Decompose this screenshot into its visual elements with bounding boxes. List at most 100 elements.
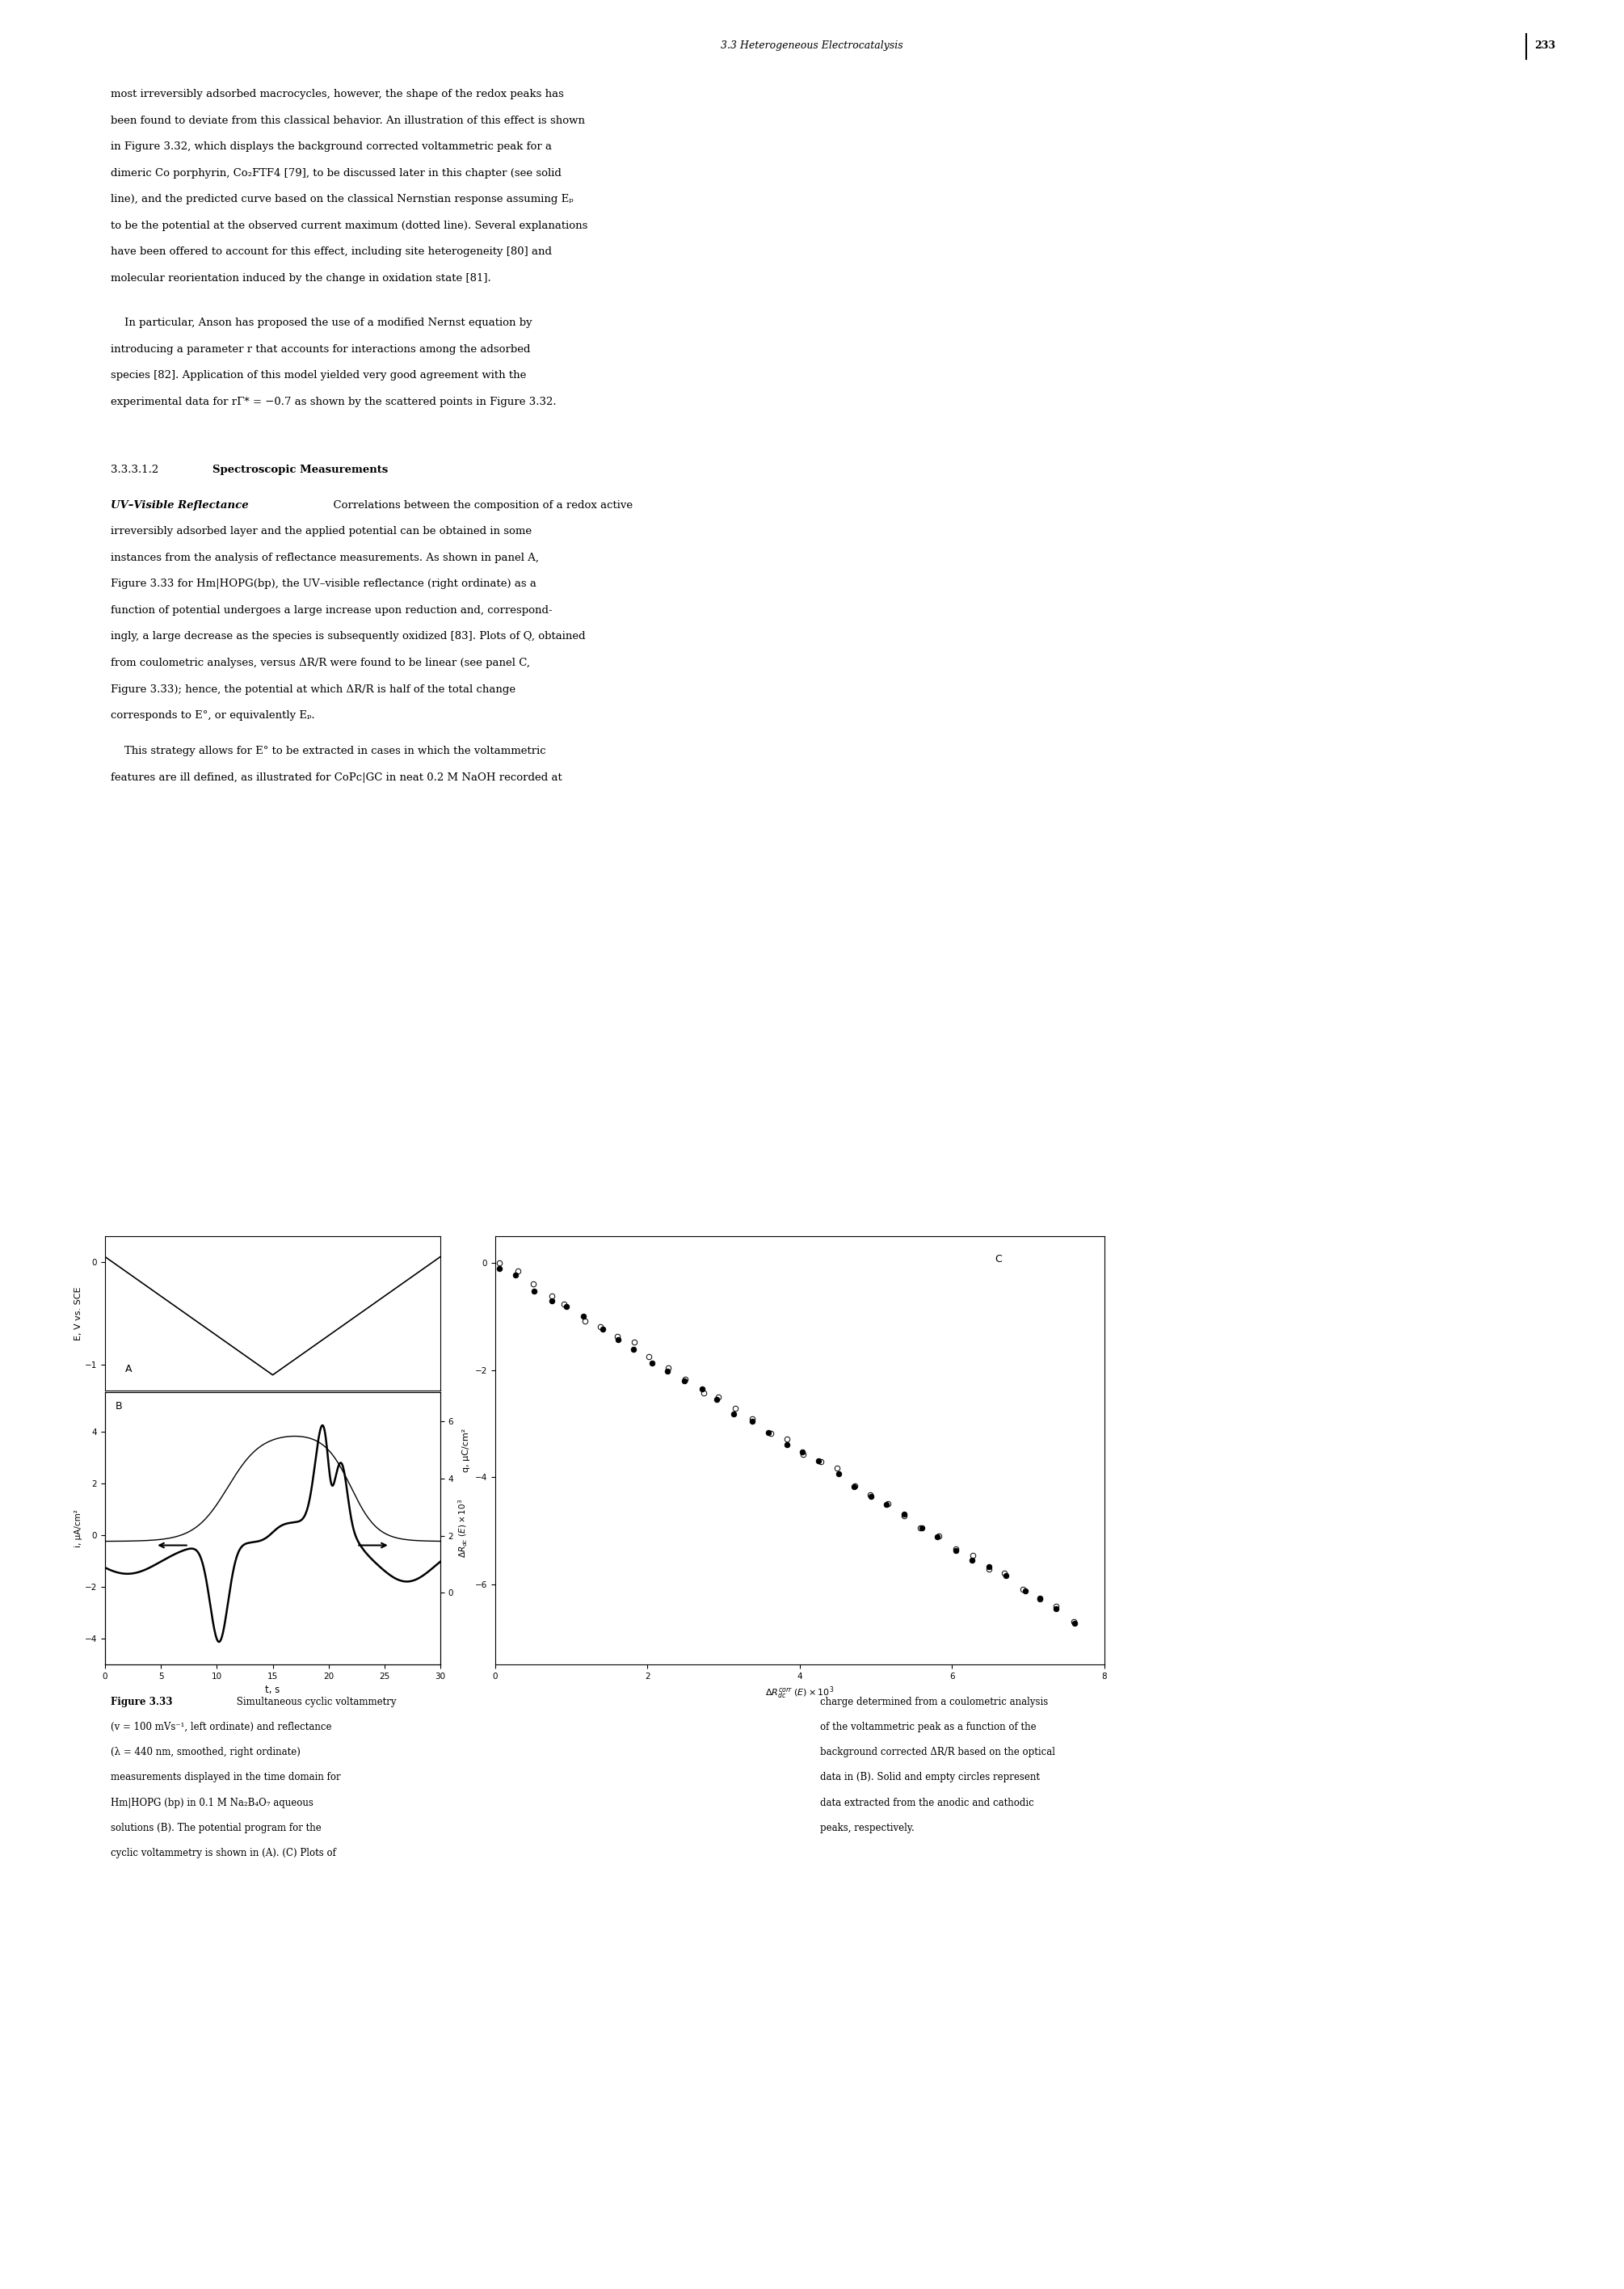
Point	[775, 1426, 801, 1463]
Text: (λ = 440 nm, smoothed, right ordinate): (λ = 440 nm, smoothed, right ordinate)	[110, 1747, 300, 1758]
Point	[874, 1486, 900, 1522]
Point	[487, 1245, 513, 1282]
Point	[775, 1421, 801, 1458]
Text: data extracted from the anodic and cathodic: data extracted from the anodic and catho…	[820, 1797, 1034, 1808]
Point	[1043, 1591, 1069, 1627]
Point	[825, 1449, 851, 1486]
Text: been found to deviate from this classical behavior. An illustration of this effe: been found to deviate from this classica…	[110, 114, 585, 126]
Point	[570, 1298, 596, 1334]
Point	[622, 1323, 648, 1360]
Y-axis label: $\Delta R_{dc}\ (E)\times 10^3$: $\Delta R_{dc}\ (E)\times 10^3$	[456, 1499, 469, 1559]
Text: (v = 100 mVs⁻¹, left ordinate) and reflectance: (v = 100 mVs⁻¹, left ordinate) and refle…	[110, 1721, 331, 1733]
Point	[590, 1312, 615, 1348]
Point	[843, 1467, 869, 1504]
Text: Correlations between the composition of a redox active: Correlations between the composition of …	[326, 499, 633, 510]
Text: peaks, respectively.: peaks, respectively.	[820, 1822, 914, 1833]
Point	[637, 1339, 663, 1376]
Point	[755, 1415, 781, 1451]
Point	[505, 1252, 531, 1289]
Text: 3.3.3.1.2: 3.3.3.1.2	[110, 465, 166, 474]
Point	[1043, 1589, 1069, 1625]
Point	[638, 1344, 664, 1380]
Point	[875, 1486, 901, 1522]
Point	[976, 1547, 1002, 1584]
Text: charge determined from a coulometric analysis: charge determined from a coulometric ana…	[820, 1696, 1047, 1708]
Point	[739, 1403, 765, 1440]
Point	[487, 1250, 513, 1286]
Text: from coulometric analyses, versus ΔR/R were found to be linear (see panel C,: from coulometric analyses, versus ΔR/R w…	[110, 657, 529, 668]
Point	[789, 1433, 815, 1470]
Point	[789, 1435, 815, 1472]
X-axis label: t, s: t, s	[265, 1685, 279, 1696]
Text: C: C	[994, 1254, 1002, 1264]
Point	[909, 1511, 935, 1547]
Point	[721, 1396, 747, 1433]
Point	[992, 1554, 1018, 1591]
Point	[924, 1518, 950, 1554]
Text: Spectroscopic Measurements: Spectroscopic Measurements	[213, 465, 388, 474]
Text: Figure 3.33 for Hm|HOPG(bp), the UV–visible reflectance (right ordinate) as a: Figure 3.33 for Hm|HOPG(bp), the UV–visi…	[110, 579, 536, 588]
Text: species [82]. Application of this model yielded very good agreement with the: species [82]. Application of this model …	[110, 371, 526, 380]
Point	[926, 1518, 952, 1554]
Text: dimeric Co porphyrin, Co₂FTF4 [79], to be discussed later in this chapter (see s: dimeric Co porphyrin, Co₂FTF4 [79], to b…	[110, 167, 562, 179]
Point	[620, 1330, 646, 1367]
Point	[554, 1289, 580, 1325]
Text: features are ill defined, as illustrated for CoPc|GC in neat 0.2 M NaOH recorded: features are ill defined, as illustrated…	[110, 771, 562, 783]
Text: introducing a parameter r that accounts for interactions among the adsorbed: introducing a parameter r that accounts …	[110, 343, 529, 355]
Point	[690, 1373, 716, 1410]
Text: 3.3 Heterogeneous Electrocatalysis: 3.3 Heterogeneous Electrocatalysis	[721, 41, 903, 50]
Point	[539, 1282, 565, 1318]
Point	[703, 1380, 729, 1417]
Point	[758, 1415, 784, 1451]
Text: In particular, Anson has proposed the use of a modified Nernst equation by: In particular, Anson has proposed the us…	[110, 318, 533, 327]
Text: corresponds to E°, or equivalently Eₚ.: corresponds to E°, or equivalently Eₚ.	[110, 710, 315, 721]
Point	[606, 1321, 632, 1357]
Point	[539, 1277, 565, 1314]
Point	[908, 1508, 934, 1545]
Text: UV–Visible Reflectance: UV–Visible Reflectance	[110, 499, 248, 510]
Point	[944, 1531, 970, 1568]
Text: A: A	[125, 1364, 132, 1373]
Text: This strategy allows for E° to be extracted in cases in which the voltammetric: This strategy allows for E° to be extrac…	[110, 746, 546, 755]
Text: Figure 3.33: Figure 3.33	[110, 1696, 172, 1708]
Y-axis label: q, μC/cm²: q, μC/cm²	[463, 1428, 471, 1472]
Point	[827, 1456, 853, 1492]
Point	[503, 1257, 529, 1293]
Point	[572, 1302, 598, 1339]
Point	[689, 1371, 715, 1408]
Point	[551, 1286, 577, 1323]
Point	[857, 1479, 883, 1515]
Point	[520, 1266, 546, 1302]
Point	[944, 1531, 970, 1568]
Point	[521, 1273, 547, 1309]
Point	[739, 1401, 765, 1437]
Point	[723, 1389, 749, 1426]
Text: measurements displayed in the time domain for: measurements displayed in the time domai…	[110, 1772, 341, 1783]
Point	[807, 1444, 833, 1481]
Text: background corrected ΔR/R based on the optical: background corrected ΔR/R based on the o…	[820, 1747, 1056, 1758]
Text: B: B	[115, 1401, 122, 1412]
Text: have been offered to account for this effect, including site heterogeneity [80] : have been offered to account for this ef…	[110, 247, 552, 256]
Point	[604, 1318, 630, 1355]
Text: data in (B). Solid and empty circles represent: data in (B). Solid and empty circles rep…	[820, 1772, 1039, 1783]
Point	[1010, 1570, 1036, 1607]
Point	[892, 1497, 918, 1534]
Point	[672, 1362, 698, 1399]
Point	[1026, 1579, 1052, 1616]
Point	[960, 1538, 986, 1575]
Point	[806, 1442, 831, 1479]
Point	[958, 1543, 984, 1579]
Text: molecular reorientation induced by the change in oxidation state [81].: molecular reorientation induced by the c…	[110, 272, 490, 284]
Text: 233: 233	[1535, 41, 1556, 50]
Text: ingly, a large decrease as the species is subsequently oxidized [83]. Plots of Q: ingly, a large decrease as the species i…	[110, 632, 585, 641]
Text: Hm|HOPG (bp) in 0.1 M Na₂B₄O₇ aqueous: Hm|HOPG (bp) in 0.1 M Na₂B₄O₇ aqueous	[110, 1797, 313, 1808]
Text: most irreversibly adsorbed macrocycles, however, the shape of the redox peaks ha: most irreversibly adsorbed macrocycles, …	[110, 89, 564, 98]
Y-axis label: E, V vs. SCE: E, V vs. SCE	[75, 1286, 83, 1339]
X-axis label: $\Delta R_{dc}^{corr}\ (E)\times 10^3$: $\Delta R_{dc}^{corr}\ (E)\times 10^3$	[765, 1685, 835, 1701]
Point	[672, 1360, 698, 1396]
Point	[1060, 1605, 1086, 1641]
Point	[654, 1353, 680, 1389]
Text: cyclic voltammetry is shown in (A). (C) Plots of: cyclic voltammetry is shown in (A). (C) …	[110, 1847, 336, 1859]
Text: Figure 3.33); hence, the potential at which ΔR/R is half of the total change: Figure 3.33); hence, the potential at wh…	[110, 684, 515, 694]
Text: instances from the analysis of reflectance measurements. As shown in panel A,: instances from the analysis of reflectan…	[110, 552, 539, 563]
